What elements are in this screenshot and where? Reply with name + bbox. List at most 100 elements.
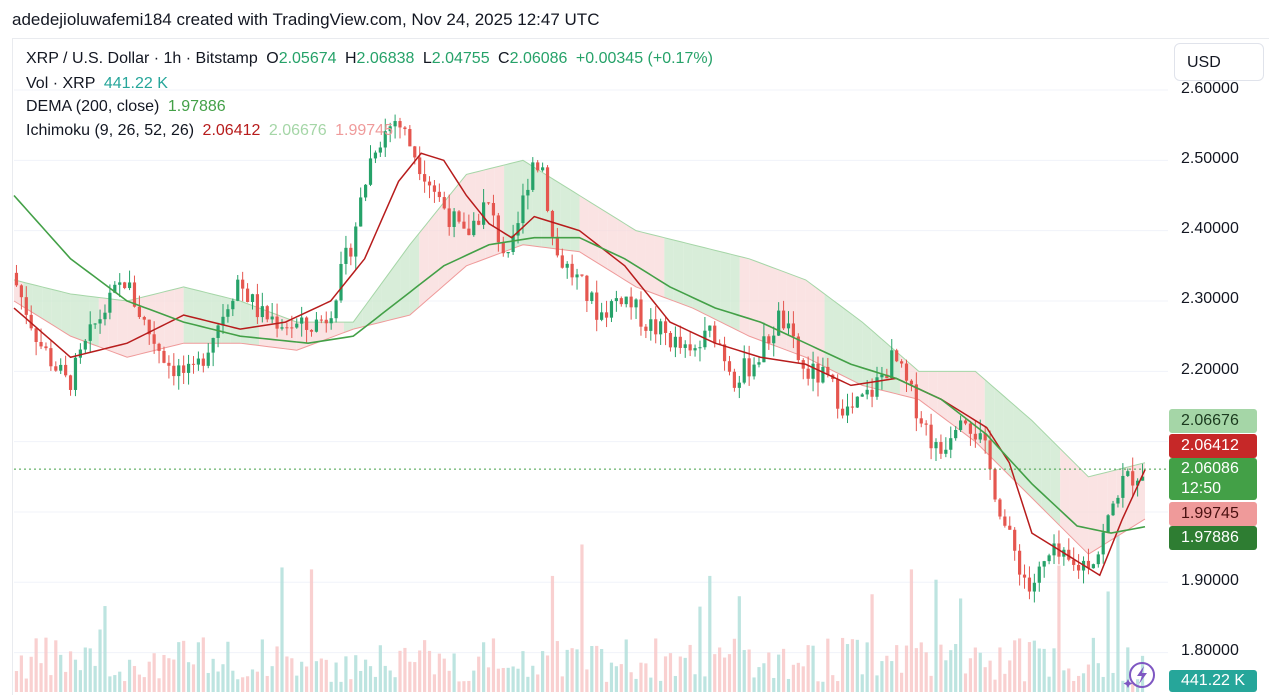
- volume-bar: [359, 670, 363, 692]
- volume-bar: [172, 659, 176, 692]
- cloud-segment: [833, 300, 844, 377]
- candle-body: [44, 346, 48, 349]
- candle-body: [845, 406, 850, 416]
- candle-body: [123, 282, 127, 289]
- y-tick-label: 2.50000: [1181, 150, 1239, 167]
- price-tag-span-b: 1.99745: [1169, 502, 1257, 526]
- candle-body: [241, 279, 245, 289]
- volume-bar: [585, 669, 589, 692]
- candle-body: [1067, 549, 1071, 560]
- candle-body: [855, 396, 859, 408]
- cloud-segment: [419, 221, 429, 307]
- candle-body: [442, 197, 446, 209]
- volume-bar: [875, 675, 879, 692]
- volume-bar: [880, 661, 884, 692]
- volume-bar: [909, 569, 914, 692]
- volume-bar: [772, 677, 776, 692]
- cloud-segment: [485, 167, 495, 259]
- volume-bar: [59, 654, 63, 692]
- volume-bar: [34, 638, 38, 692]
- candle-body: [545, 167, 550, 211]
- cloud-segment: [438, 197, 448, 291]
- sparkle-assistant-icon[interactable]: [1122, 660, 1158, 690]
- legend-high-value: 2.06838: [356, 50, 415, 67]
- volume-bar: [904, 645, 909, 692]
- candle-body: [255, 294, 260, 318]
- candle-body: [314, 319, 319, 332]
- cloud-segment: [391, 257, 401, 320]
- candle-body: [452, 211, 456, 227]
- candle-body: [19, 285, 23, 298]
- candle-body: [536, 162, 540, 171]
- volume-bar: [742, 650, 746, 692]
- volume-bar: [560, 676, 564, 692]
- candle-body: [73, 357, 78, 390]
- y-tick-label: 2.20000: [1181, 361, 1239, 378]
- volume-bar: [1022, 681, 1027, 692]
- volume-bar: [368, 666, 373, 692]
- volume-bar: [221, 664, 225, 692]
- volume-bar: [590, 646, 594, 692]
- volume-bar: [1057, 565, 1061, 692]
- candle-body: [968, 423, 973, 434]
- volume-bar: [472, 670, 476, 692]
- cloud-segment: [504, 162, 514, 252]
- volume-bar: [890, 661, 894, 692]
- cloud-segment: [617, 218, 627, 282]
- candle-body: [172, 365, 176, 377]
- volume-bar: [850, 639, 855, 692]
- volume-bar: [855, 639, 859, 692]
- volume-bar: [718, 647, 722, 692]
- chart-frame[interactable]: [12, 38, 1269, 695]
- legend-open-label: O: [266, 50, 279, 67]
- candle-body: [1018, 550, 1022, 575]
- volume-bar: [413, 662, 417, 692]
- volume-bar: [634, 678, 638, 692]
- candle-body: [250, 294, 255, 302]
- candle-body: [118, 282, 122, 285]
- volume-bar: [452, 653, 456, 692]
- cloud-segment: [1050, 439, 1061, 527]
- volume-bar: [781, 648, 786, 692]
- currency-selector[interactable]: USD: [1174, 43, 1264, 81]
- volume-bar: [826, 638, 830, 692]
- volume-bar: [388, 670, 392, 692]
- volume-bar: [1052, 648, 1056, 692]
- volume-bar: [462, 681, 466, 692]
- volume-bar: [698, 606, 702, 692]
- cloud-segment: [739, 256, 750, 337]
- candle-body: [742, 358, 746, 383]
- candle-body: [1032, 582, 1036, 592]
- candle-body: [659, 321, 663, 335]
- candle-body: [575, 274, 579, 278]
- candle-body: [113, 284, 117, 293]
- cloud-segment: [683, 242, 693, 309]
- volume-bar: [722, 657, 727, 692]
- volume-bar: [423, 640, 427, 692]
- legend-dema: DEMA (200, close) 1.97886: [26, 98, 230, 116]
- cloud-segment: [1088, 474, 1098, 555]
- candle-body: [644, 326, 648, 331]
- legend-close-label: C: [498, 50, 510, 67]
- cloud-segment: [1022, 412, 1032, 498]
- candle-body: [762, 336, 766, 363]
- candle-body: [1077, 564, 1081, 571]
- volume-bar: [216, 671, 220, 692]
- candle-body: [339, 263, 343, 301]
- candle-body: [614, 298, 618, 302]
- volume-bar: [295, 675, 299, 692]
- candle-body: [949, 438, 953, 450]
- candle-body: [472, 220, 476, 236]
- volume-bar: [250, 669, 255, 692]
- candle-body: [708, 325, 712, 331]
- volume-bar: [226, 641, 230, 692]
- candle-body: [929, 424, 933, 449]
- candle-body: [373, 152, 378, 159]
- candle-body: [747, 358, 751, 377]
- candle-body: [673, 336, 677, 348]
- volume-bar: [477, 656, 481, 692]
- candle-body: [737, 382, 741, 388]
- candle-body: [639, 299, 643, 327]
- volume-bar: [14, 671, 19, 692]
